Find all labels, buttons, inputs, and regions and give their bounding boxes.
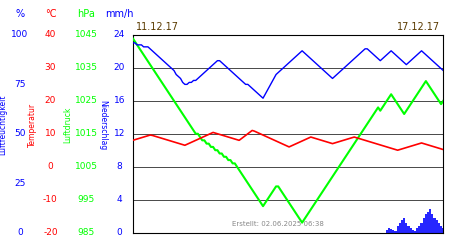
Text: Niederschlag: Niederschlag: [98, 100, 107, 150]
Text: 8: 8: [117, 162, 122, 171]
Bar: [438, 222, 440, 232]
Text: °C: °C: [45, 9, 56, 19]
Bar: [399, 222, 401, 232]
Text: -10: -10: [43, 195, 58, 204]
Text: 1045: 1045: [75, 30, 98, 40]
Text: 16: 16: [113, 96, 125, 105]
Text: 0: 0: [17, 228, 22, 237]
Text: 24: 24: [113, 30, 125, 40]
Bar: [427, 212, 429, 233]
Text: 0: 0: [48, 162, 53, 171]
Bar: [420, 222, 423, 232]
Bar: [429, 210, 431, 233]
Bar: [405, 222, 407, 232]
Bar: [386, 230, 388, 232]
Bar: [407, 226, 410, 232]
Text: Luftfeuchtigkeit: Luftfeuchtigkeit: [0, 95, 8, 155]
Bar: [440, 226, 442, 232]
Text: Luftdruck: Luftdruck: [63, 107, 72, 143]
Text: -20: -20: [43, 228, 58, 237]
Text: 20: 20: [113, 64, 125, 72]
Bar: [418, 226, 420, 232]
Bar: [388, 228, 390, 232]
Bar: [425, 214, 427, 232]
Text: 20: 20: [45, 96, 56, 105]
Text: 75: 75: [14, 80, 26, 89]
Bar: [394, 231, 396, 232]
Bar: [396, 226, 399, 232]
Bar: [436, 220, 438, 232]
Bar: [392, 230, 394, 232]
Text: hPa: hPa: [77, 9, 95, 19]
Text: 4: 4: [117, 195, 122, 204]
Text: Temperatur: Temperatur: [28, 103, 37, 147]
Bar: [416, 228, 418, 232]
Text: Erstellt: 02.06.2025 06:38: Erstellt: 02.06.2025 06:38: [232, 220, 324, 226]
Text: 1025: 1025: [75, 96, 98, 105]
Text: 1005: 1005: [75, 162, 98, 171]
Bar: [390, 229, 392, 232]
Bar: [412, 230, 414, 232]
Bar: [403, 218, 405, 232]
Text: 1035: 1035: [75, 64, 98, 72]
Text: 10: 10: [45, 129, 56, 138]
Text: 100: 100: [11, 30, 28, 40]
Bar: [414, 231, 416, 232]
Text: 50: 50: [14, 129, 26, 138]
Text: 25: 25: [14, 178, 26, 188]
Text: 40: 40: [45, 30, 56, 40]
Bar: [433, 218, 436, 232]
Bar: [410, 228, 412, 232]
Text: 995: 995: [78, 195, 95, 204]
Text: 11.12.17: 11.12.17: [135, 22, 179, 32]
Bar: [423, 218, 425, 232]
Bar: [431, 214, 433, 232]
Text: 12: 12: [113, 129, 125, 138]
Bar: [401, 220, 403, 232]
Bar: [442, 228, 444, 232]
Text: 0: 0: [117, 228, 122, 237]
Text: 17.12.17: 17.12.17: [397, 22, 441, 32]
Text: %: %: [15, 9, 24, 19]
Text: 30: 30: [45, 64, 56, 72]
Text: 1015: 1015: [75, 129, 98, 138]
Text: mm/h: mm/h: [105, 9, 134, 19]
Text: 985: 985: [78, 228, 95, 237]
